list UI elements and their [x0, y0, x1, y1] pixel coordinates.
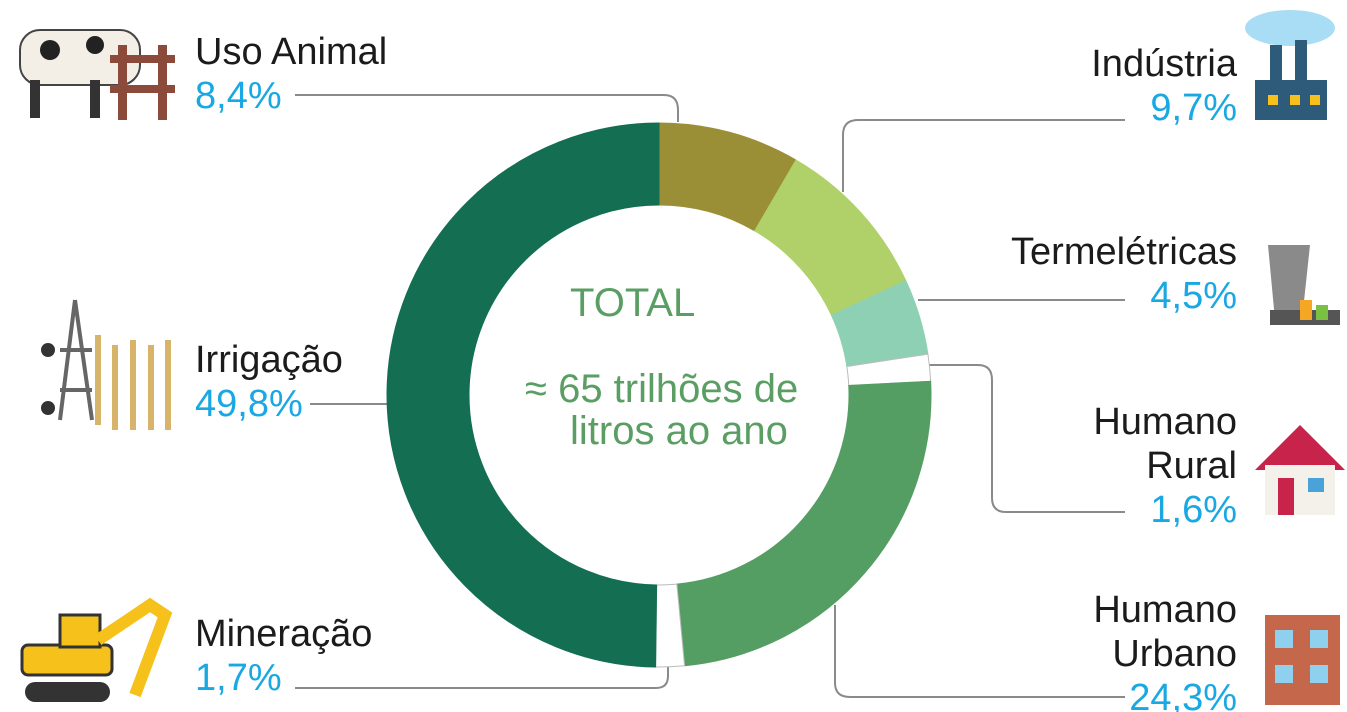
category-name: Irrigação: [195, 338, 343, 382]
category-name: Indústria: [1091, 42, 1237, 86]
value-label: 4,5%: [1011, 274, 1237, 318]
category-name: Humano Rural: [1067, 400, 1237, 488]
value-label: 8,4%: [195, 74, 387, 118]
value-label: 24,3%: [1067, 676, 1237, 712]
value-label: 1,6%: [1067, 488, 1237, 532]
value-label: 49,8%: [195, 382, 343, 426]
category-name: Humano Urbano: [1067, 588, 1237, 676]
category-name: Mineração: [195, 612, 372, 656]
value-label: 1,7%: [195, 656, 372, 700]
category-name: Termelétricas: [1011, 230, 1237, 274]
center-title: TOTAL: [570, 282, 695, 324]
value-label: 9,7%: [1091, 86, 1237, 130]
center-text: ≈ 65 trilhões de litros ao ano: [525, 368, 825, 452]
infographic: Uso Animal8,4% Indústria9,7% Termelétricas…: [0, 0, 1347, 712]
category-name: Uso Animal: [195, 30, 387, 74]
